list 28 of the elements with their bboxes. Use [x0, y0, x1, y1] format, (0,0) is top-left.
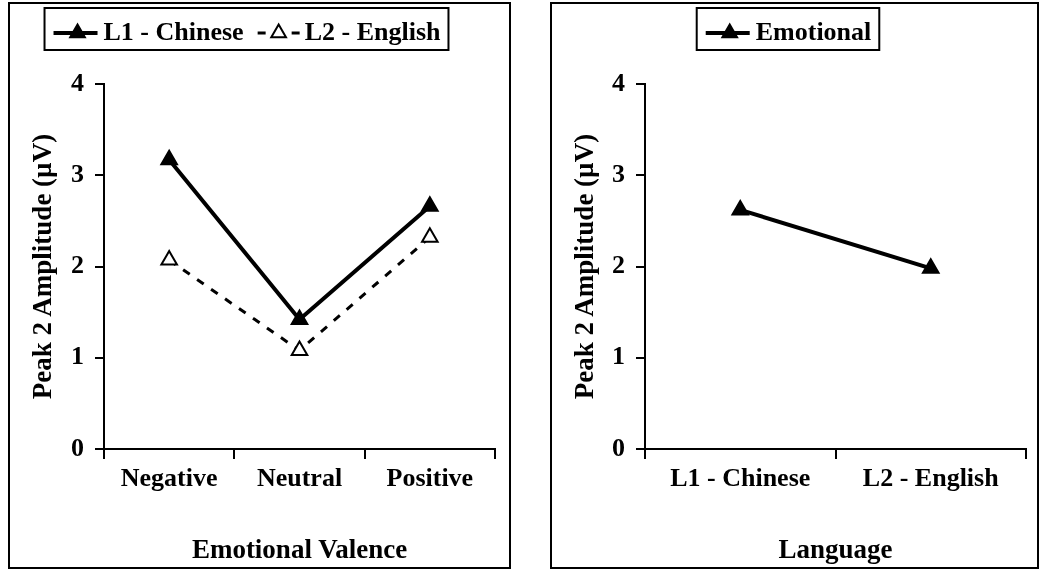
point — [421, 196, 439, 212]
point — [421, 227, 439, 243]
y-tick-label: 4 — [71, 67, 84, 97]
y-axis-title: Peak 2 Amplitude (µV) — [27, 133, 58, 400]
y-tick-label: 2 — [612, 250, 625, 280]
point — [290, 340, 309, 356]
legend-label: Emotional — [755, 16, 872, 46]
x-axis-title: Language — [778, 533, 893, 564]
point — [160, 149, 178, 166]
y-axis-title: Peak 2 Amplitude (µV) — [569, 133, 600, 400]
x-tick-label: Positive — [386, 463, 474, 493]
x-tick-label: L2 - English — [862, 463, 1000, 493]
x-tick-label: Neutral — [256, 463, 343, 493]
y-tick-label: 0 — [71, 432, 84, 462]
y-tick-label: 3 — [612, 158, 625, 188]
legend-label: L1 - Chinese — [103, 16, 244, 46]
point — [160, 250, 178, 266]
y-tick-label: 1 — [71, 341, 84, 371]
x-axis-title: Emotional Valence — [191, 533, 408, 564]
y-tick-label: 1 — [612, 341, 625, 371]
legend-label: L2 - English — [304, 16, 442, 46]
x-tick-label: Negative — [120, 463, 218, 493]
y-tick-label: 2 — [71, 250, 84, 280]
y-tick-label: 4 — [612, 67, 625, 97]
point — [290, 309, 309, 325]
y-tick-label: 0 — [612, 432, 625, 462]
x-tick-label: L1 - Chinese — [670, 463, 811, 493]
y-tick-label: 3 — [71, 158, 84, 188]
